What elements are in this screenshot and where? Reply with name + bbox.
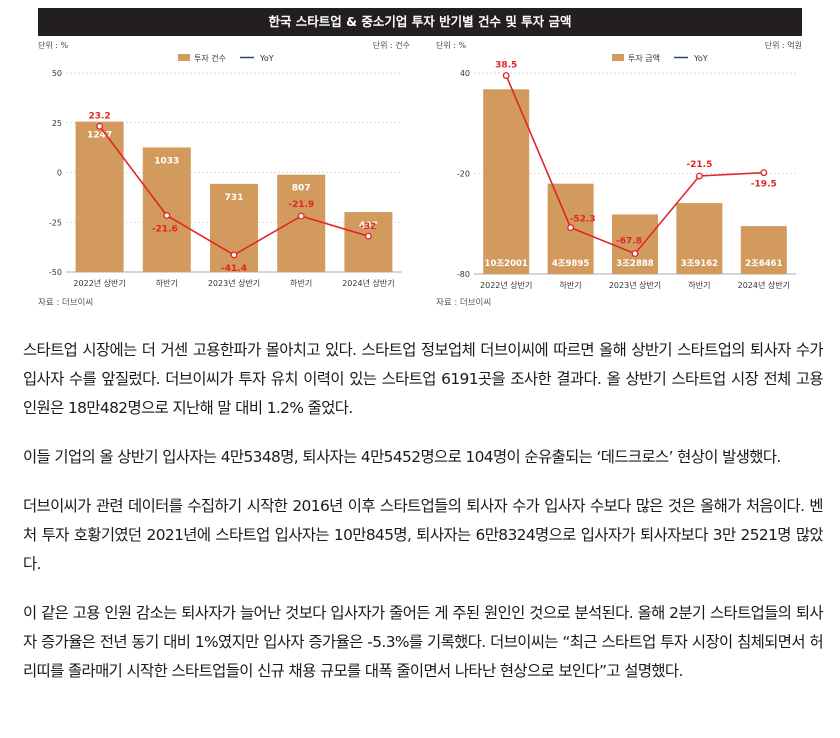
bar-value-label: 3조9162 [681,259,718,269]
x-tick-label: 하반기 [560,280,582,290]
bar-value-label: 10조2001 [485,259,528,269]
x-tick-label: 2023년 상반기 [208,278,260,288]
bar-value-label: 4조9895 [552,259,589,269]
yoy-point [695,172,703,180]
bar [676,203,723,274]
chart-figure: 한국 스타트업 & 중소기업 투자 반기별 건수 및 투자 금액 단위 : % 단… [38,8,802,318]
legend-label-yoy: YoY [259,54,274,63]
source-left: 자료 : 더브이씨 [38,298,94,308]
legend-label-bar: 투자 건수 [194,53,226,63]
yoy-value-label: -67.8 [616,237,642,247]
yoy-value-label: 23.2 [88,111,110,121]
y-tick-label: -20 [457,170,470,179]
yoy-value-label: -32 [360,222,376,232]
article-paragraph-4: 이 같은 고용 인원 감소는 퇴사자가 늘어난 것보다 입사자가 줄어든 게 주… [23,604,824,680]
unit-right-label: 단위 : 억원 [765,40,802,50]
yoy-point [760,169,768,177]
yoy-value-label: -21.6 [152,224,178,234]
yoy-value-label: -41.4 [221,264,247,274]
x-tick-label: 하반기 [290,278,312,288]
source-right: 자료 : 더브이씨 [436,298,492,308]
x-tick-label: 2024년 상반기 [342,278,394,288]
yoy-point [230,251,238,259]
yoy-value-label: -21.9 [288,200,314,210]
unit-left-label: 단위 : % [38,40,69,50]
bar [612,214,658,274]
y-tick-label: -50 [49,268,62,277]
legend-swatch-bar [612,54,624,61]
yoy-point [96,122,104,130]
bar-value-label: 3조2888 [616,259,653,269]
yoy-point [163,212,171,219]
x-tick-label: 2022년 상반기 [480,280,532,290]
legend-label-yoy: YoY [693,54,708,63]
figure-title: 한국 스타트업 & 중소기업 투자 반기별 건수 및 투자 금액 [38,8,802,36]
x-tick-label: 하반기 [688,280,710,290]
bar [740,226,787,274]
article-paragraph-2: 이들 기업의 올 상반기 입사자는 4만5348명, 퇴사자는 4만5452명으… [23,448,781,466]
x-tick-label: 2022년 상반기 [73,278,125,288]
yoy-point [364,232,372,240]
legend-swatch-bar [178,54,190,61]
yoy-value-label: -19.5 [751,180,777,190]
bar [277,174,326,272]
y-tick-label: 25 [52,119,62,128]
bar [142,147,191,272]
bar-value-label: 497 [359,221,378,231]
bar [75,121,124,272]
yoy-point [297,212,305,220]
y-tick-label: 0 [57,169,62,178]
y-tick-label: -25 [49,218,62,227]
bar [483,89,530,274]
unit-left-label: 단위 : % [436,40,467,50]
bar-value-label: 1033 [154,156,179,166]
legend-label-bar: 투자 금액 [628,53,660,63]
y-tick-label: 50 [52,69,62,78]
yoy-point [631,250,639,258]
bar-value-label: 2조6461 [745,259,782,269]
bar-value-label: 807 [292,184,311,194]
article-body: 스타트업 시장에는 더 거센 고용한파가 몰아치고 있다. 스타트업 정보업체 … [23,336,824,706]
yoy-point [502,72,510,79]
yoy-value-label: -52.3 [570,215,596,225]
yoy-value-label: 38.5 [495,61,517,71]
x-tick-label: 2023년 상반기 [609,280,661,290]
article-paragraph-3: 더브이씨가 관련 데이터를 수집하기 시작한 2016년 이후 스타트업들의 퇴… [23,497,824,573]
x-tick-label: 2024년 상반기 [738,280,790,290]
article-paragraph-1: 스타트업 시장에는 더 거센 고용한파가 몰아치고 있다. 스타트업 정보업체 … [23,341,824,417]
yoy-value-label: -21.5 [686,160,712,170]
y-tick-label: -80 [457,270,470,279]
x-tick-label: 하반기 [156,278,178,288]
bar-value-label: 1247 [87,131,112,141]
y-tick-label: 40 [460,69,470,78]
bar [344,212,393,272]
yoy-point [567,224,575,232]
unit-right-label: 단위 : 건수 [373,40,410,50]
bar-value-label: 731 [225,193,244,203]
